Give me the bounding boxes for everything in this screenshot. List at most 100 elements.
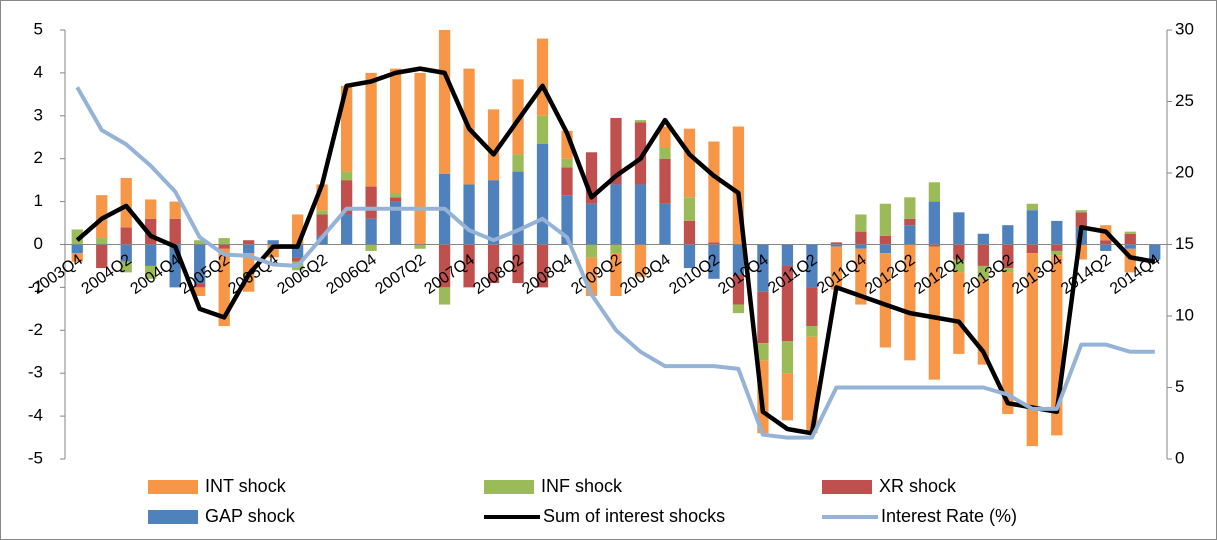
bar-segment [1100, 244, 1112, 251]
bar-segment [1051, 244, 1063, 251]
bar-segment [365, 218, 377, 245]
bar-segment [732, 274, 745, 305]
y-tick-label: -4 [28, 406, 43, 425]
bar-segment [340, 214, 353, 245]
bar-segment [71, 253, 83, 262]
bar-segment [1149, 244, 1161, 260]
legend-swatch [148, 480, 198, 494]
bar-segment [561, 158, 573, 168]
bar-segment [732, 244, 745, 275]
bar-segment [781, 244, 794, 266]
bar-segment [1124, 231, 1136, 234]
bar-segment [977, 265, 989, 279]
bar-segment [1002, 225, 1014, 245]
bar-segment [1124, 248, 1136, 273]
bar-segment [1026, 203, 1038, 211]
y2-tick-label: 20 [1175, 162, 1194, 181]
bar-segment [96, 244, 108, 269]
bar-segment [365, 244, 377, 251]
bar-segment [732, 304, 745, 314]
bar-segment [438, 287, 451, 305]
y2-tick-label: 10 [1175, 305, 1194, 324]
bar-segment [194, 240, 206, 245]
bar-segment [316, 184, 328, 211]
legend-label: Sum of interest shocks [543, 506, 725, 526]
bar-segment [585, 244, 598, 258]
y-tick-label: -1 [28, 277, 43, 296]
bar-segment [438, 30, 451, 174]
bar-segment [487, 109, 500, 181]
bar-segment [120, 244, 132, 262]
bar-segment [904, 197, 916, 219]
bar-segment [1026, 210, 1038, 245]
bar-segment [659, 126, 671, 148]
bar-segment [634, 184, 647, 245]
bar-segment [953, 259, 965, 273]
bar-segment [659, 158, 671, 204]
bar-segment [463, 184, 475, 245]
bar-segment [71, 244, 83, 254]
bar-segment [194, 283, 206, 288]
y-tick-label: 5 [34, 19, 43, 38]
bar-segment [389, 68, 402, 194]
bar-segment [389, 201, 402, 245]
bar-segment [316, 214, 328, 236]
bar-segment [953, 272, 965, 354]
bar-segment [781, 341, 794, 374]
bar-segment [879, 253, 892, 348]
bar-segment [536, 244, 549, 288]
bar-segment [218, 248, 230, 327]
bar-segment [953, 212, 965, 245]
bar-segment [340, 180, 353, 215]
bar-segment [1051, 255, 1063, 436]
y-tick-label: 0 [34, 234, 43, 253]
bar-segment [855, 248, 867, 305]
legend-label: INT shock [205, 476, 287, 496]
bar-segment [243, 240, 255, 245]
bar-segment [806, 244, 818, 288]
y-tick-label: -5 [28, 448, 43, 467]
bar-segment [683, 197, 696, 221]
y2-tick-label: 25 [1175, 91, 1194, 110]
bar-segment [365, 186, 377, 219]
bar-segment [389, 193, 402, 198]
bar-segment [610, 253, 622, 296]
y-tick-label: 2 [34, 148, 43, 167]
bar-segment [1002, 268, 1014, 273]
bar-segment [708, 244, 720, 279]
bar-segment [683, 244, 696, 269]
bar-segment [659, 147, 671, 159]
bar-segment [634, 122, 647, 185]
bar-segment [855, 231, 867, 245]
bar-segment [1124, 233, 1136, 245]
bar-segment [928, 246, 940, 380]
bar-segment [757, 291, 769, 344]
bar-segment [610, 117, 622, 185]
y2-tick-label: 15 [1175, 234, 1194, 253]
line-series [75, 86, 1155, 440]
bar-segment [1026, 244, 1038, 254]
bar-segment [781, 265, 794, 342]
bar-segment [561, 195, 573, 245]
bar-segment [512, 171, 524, 245]
bar-segment [487, 244, 500, 284]
bar-segment [463, 244, 475, 288]
bar-segment [1075, 210, 1087, 213]
bar-segment [438, 244, 451, 288]
y2-tick-label: 30 [1175, 19, 1194, 38]
bar-segment [267, 244, 279, 258]
bar-segment [120, 227, 132, 245]
bar-segment [145, 218, 157, 245]
bar-segment [1002, 272, 1014, 414]
bar-segment [292, 244, 304, 258]
bar-segment [243, 244, 255, 254]
bar-segment [977, 278, 989, 365]
bar-segment [879, 203, 892, 236]
bar-segment [977, 233, 989, 245]
bar-segment [1026, 253, 1038, 447]
legend-swatch [822, 480, 872, 494]
bar-segment [120, 178, 132, 228]
bar-segment [904, 244, 916, 361]
